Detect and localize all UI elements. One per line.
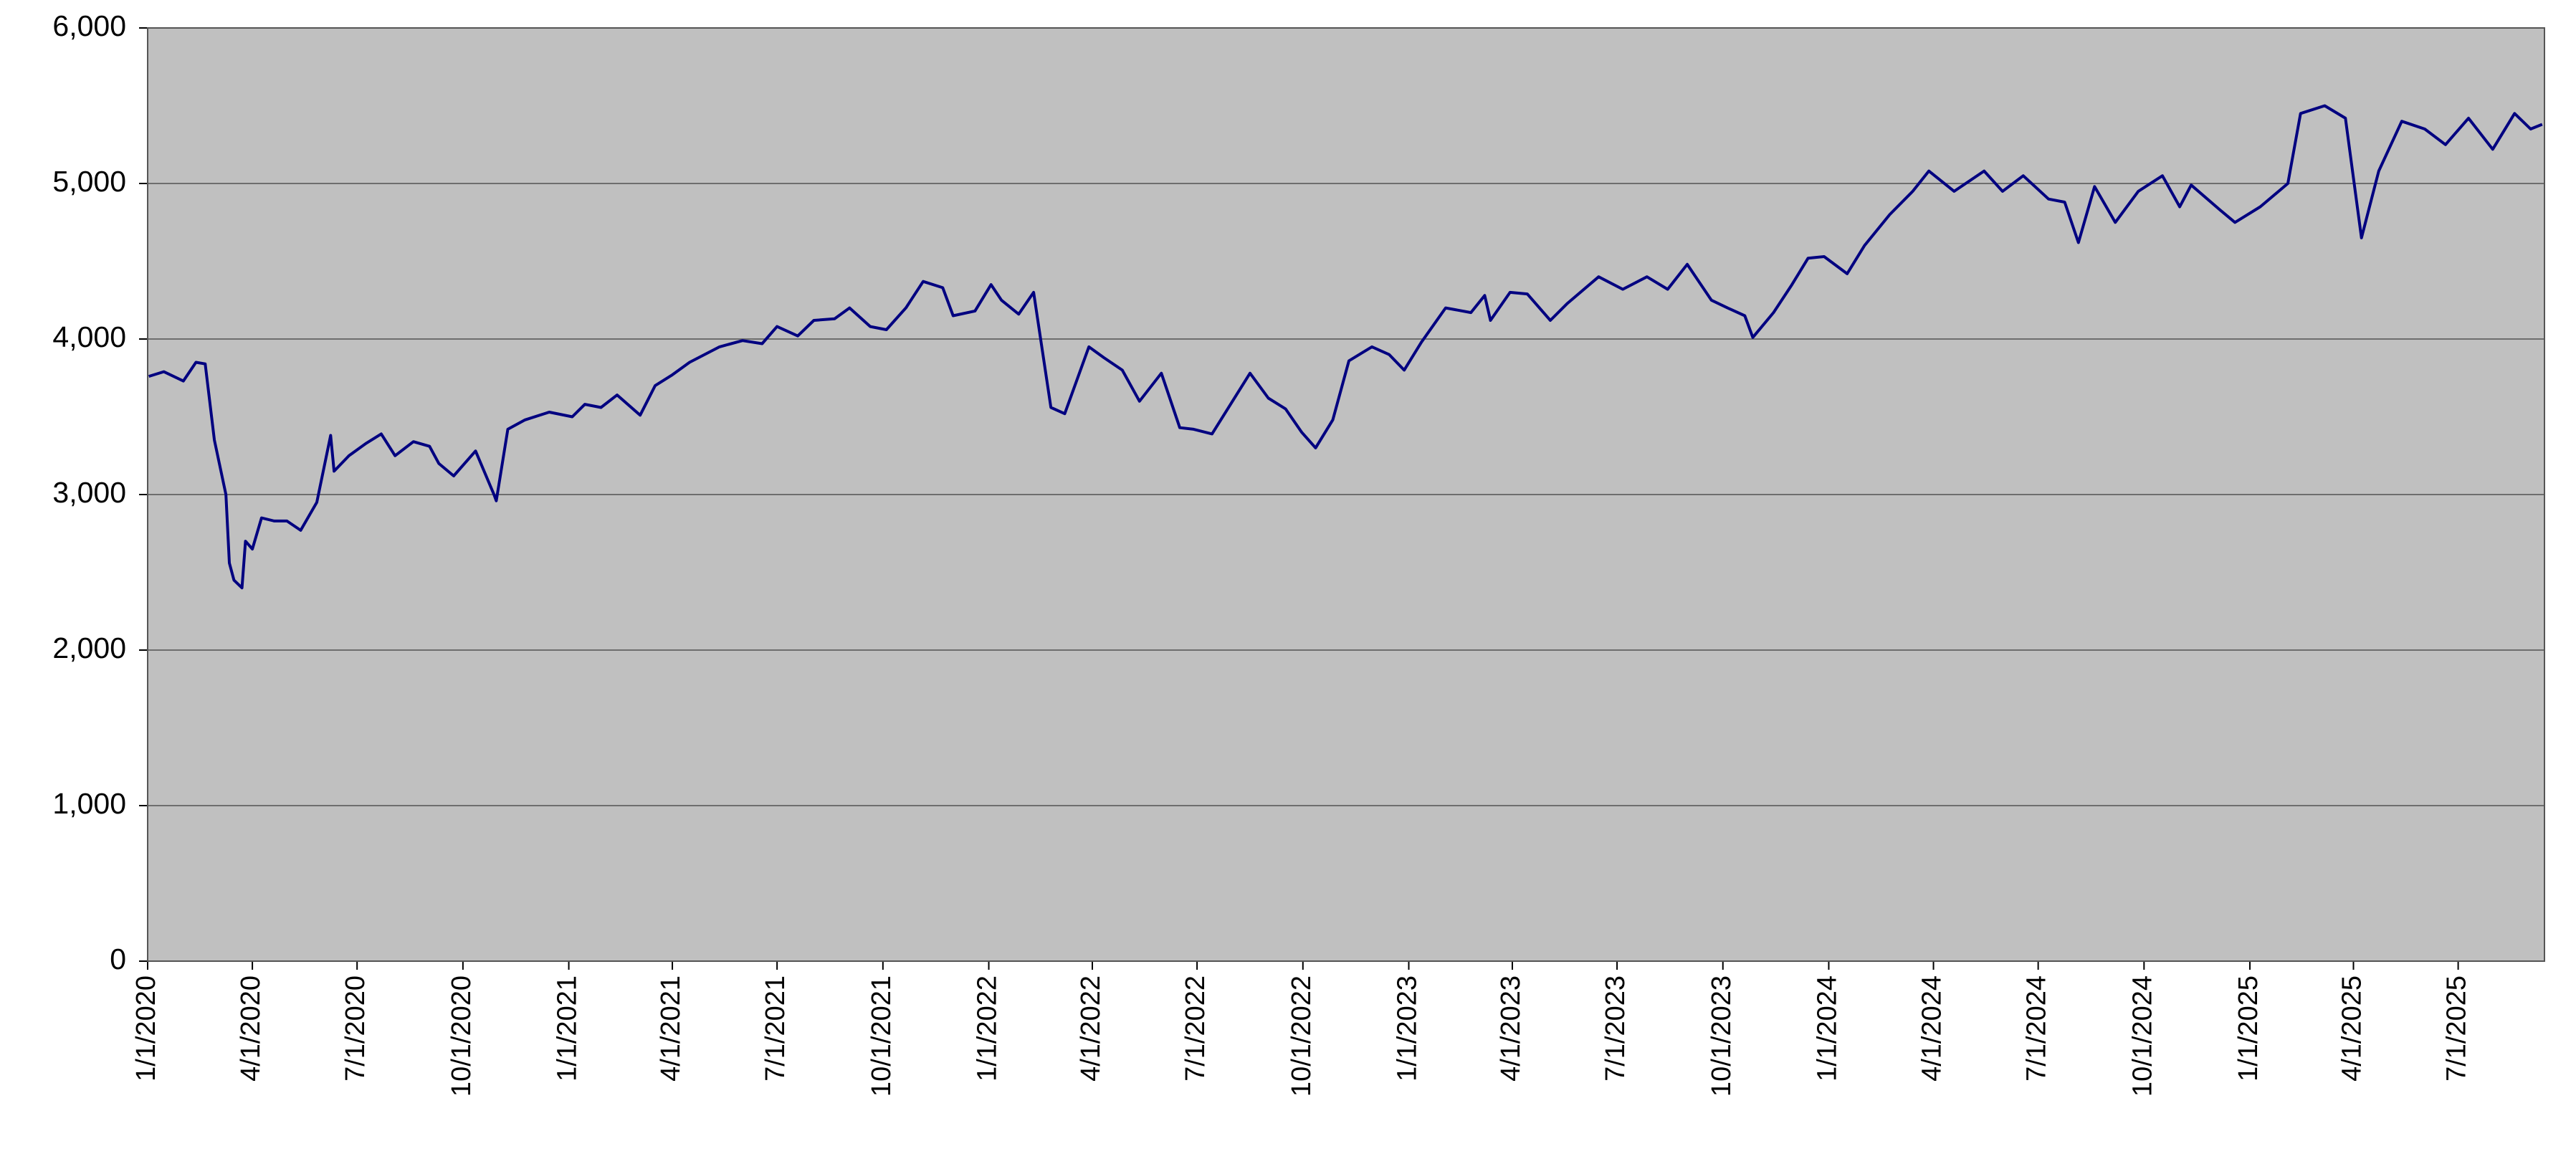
y-tick-label: 2,000 [52,631,126,664]
x-tick-label: 4/1/2022 [1076,975,1106,1082]
x-tick-label: 1/1/2025 [2233,975,2263,1082]
x-tick-label: 4/1/2020 [236,975,266,1082]
x-tick-label: 10/1/2021 [867,975,897,1097]
x-tick-label: 1/1/2022 [973,975,1003,1082]
x-tick-label: 7/1/2021 [760,975,791,1082]
x-tick-label: 4/1/2025 [2337,975,2367,1082]
x-tick-label: 4/1/2023 [1496,975,1526,1082]
y-tick-label: 5,000 [52,165,126,198]
y-tick-label: 4,000 [52,320,126,353]
x-tick-label: 10/1/2022 [1287,975,1317,1097]
x-tick-label: 7/1/2023 [1601,975,1631,1082]
y-tick-label: 1,000 [52,787,126,820]
x-tick-label: 4/1/2024 [1917,975,1947,1082]
x-tick-label: 1/1/2024 [1812,975,1842,1082]
x-tick-label: 4/1/2021 [656,975,686,1082]
x-tick-label: 10/1/2023 [1707,975,1737,1097]
x-tick-label: 1/1/2020 [131,975,161,1082]
x-tick-label: 1/1/2021 [553,975,583,1082]
y-tick-label: 3,000 [52,476,126,509]
x-tick-label: 7/1/2020 [340,975,371,1082]
x-tick-label: 7/1/2024 [2022,975,2052,1082]
x-tick-label: 10/1/2020 [447,975,477,1097]
y-tick-label: 6,000 [52,9,126,42]
x-tick-label: 1/1/2023 [1393,975,1423,1082]
y-tick-label: 0 [110,943,126,975]
x-tick-label: 7/1/2022 [1180,975,1211,1082]
data-line [148,104,2543,590]
x-tick-label: 7/1/2025 [2442,975,2472,1082]
x-tick-label: 10/1/2024 [2127,975,2157,1097]
plot-border [147,27,2545,962]
